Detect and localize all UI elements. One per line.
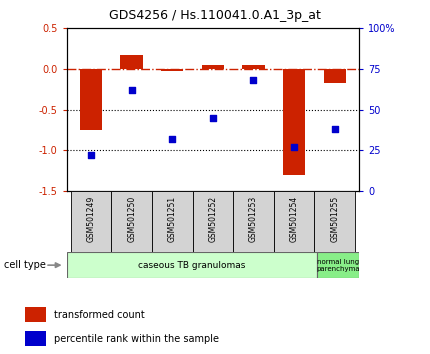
Bar bbox=[25, 331, 46, 346]
Bar bbox=[111, 191, 152, 253]
Bar bbox=[242, 65, 264, 69]
Point bbox=[88, 153, 95, 158]
Bar bbox=[314, 191, 355, 253]
Text: GSM501250: GSM501250 bbox=[127, 196, 136, 242]
Point bbox=[250, 78, 257, 83]
Bar bbox=[323, 69, 346, 83]
Text: GSM501254: GSM501254 bbox=[289, 196, 298, 242]
Text: GSM501255: GSM501255 bbox=[330, 196, 339, 242]
Text: GSM501253: GSM501253 bbox=[249, 196, 258, 242]
Point bbox=[169, 136, 176, 142]
Text: GDS4256 / Hs.110041.0.A1_3p_at: GDS4256 / Hs.110041.0.A1_3p_at bbox=[109, 9, 321, 22]
Point bbox=[209, 115, 216, 121]
Text: transformed count: transformed count bbox=[54, 310, 144, 320]
Text: GSM501251: GSM501251 bbox=[168, 196, 177, 242]
Bar bbox=[283, 69, 305, 175]
Bar bbox=[120, 55, 143, 69]
Bar bbox=[67, 252, 317, 278]
Text: cell type: cell type bbox=[4, 261, 46, 270]
Text: GSM501249: GSM501249 bbox=[86, 196, 95, 242]
Point bbox=[291, 144, 298, 150]
Bar bbox=[161, 69, 184, 71]
Bar bbox=[317, 252, 359, 278]
Text: caseous TB granulomas: caseous TB granulomas bbox=[138, 261, 246, 270]
Bar bbox=[25, 307, 46, 322]
Text: normal lung
parenchyma: normal lung parenchyma bbox=[316, 259, 360, 272]
Point bbox=[128, 87, 135, 93]
Bar bbox=[80, 69, 102, 130]
Text: percentile rank within the sample: percentile rank within the sample bbox=[54, 333, 219, 343]
Bar bbox=[193, 191, 233, 253]
Bar bbox=[152, 191, 193, 253]
Bar bbox=[202, 65, 224, 69]
Bar bbox=[233, 191, 274, 253]
Bar bbox=[274, 191, 314, 253]
Bar bbox=[71, 191, 111, 253]
Text: GSM501252: GSM501252 bbox=[209, 196, 217, 242]
Point bbox=[331, 126, 338, 132]
